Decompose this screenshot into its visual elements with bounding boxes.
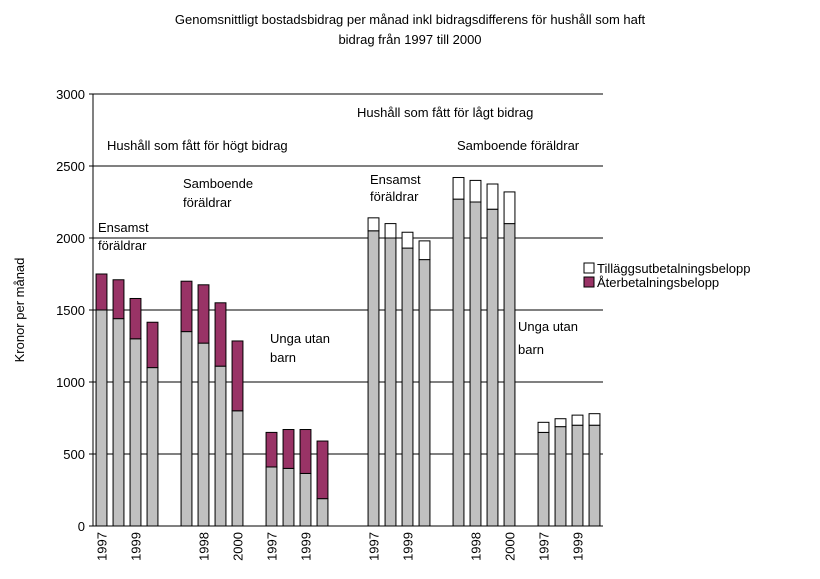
bar — [367, 217, 380, 232]
bar — [95, 309, 108, 527]
y-tick-label: 2500 — [56, 159, 85, 174]
bar — [452, 177, 465, 200]
bar — [401, 247, 414, 527]
bar — [452, 198, 465, 527]
bar — [214, 302, 227, 367]
annotation: Samboende föräldrar — [457, 138, 580, 153]
bar — [554, 426, 567, 527]
bar — [469, 179, 482, 203]
bar — [503, 191, 516, 225]
bar — [231, 340, 244, 412]
bar — [316, 498, 329, 527]
bar — [282, 429, 295, 469]
annotation: föräldrar — [98, 238, 147, 253]
legend-swatch — [583, 262, 595, 274]
annotation: Unga utan — [270, 331, 330, 346]
bar — [418, 240, 431, 261]
bar — [588, 424, 601, 527]
bar — [554, 418, 567, 428]
bar — [282, 467, 295, 527]
y-tick-label: 500 — [63, 447, 85, 462]
bar — [401, 231, 414, 249]
bar — [486, 208, 499, 527]
x-tick-label: 1997 — [265, 532, 280, 561]
bar — [384, 237, 397, 527]
annotation: barn — [518, 342, 544, 357]
bar — [146, 321, 159, 369]
bar — [112, 318, 125, 527]
bar — [571, 414, 584, 426]
y-tick-label: 1500 — [56, 303, 85, 318]
annotation: Ensamst — [98, 220, 149, 235]
bar — [537, 431, 550, 527]
legend-label: Tilläggsutbetalningsbelopp — [597, 261, 750, 276]
bar — [180, 331, 193, 527]
legend-swatch — [583, 276, 595, 288]
bar — [129, 338, 142, 527]
x-tick-label: 2000 — [231, 532, 246, 561]
y-axis-label: Kronor per månad — [12, 258, 27, 363]
annotation: föräldrar — [370, 189, 419, 204]
x-tick-label: 1999 — [401, 532, 416, 561]
annotation: barn — [270, 350, 296, 365]
annotation: Ensamst — [370, 172, 421, 187]
bar — [265, 466, 278, 527]
x-tick-label: 1997 — [95, 532, 110, 561]
y-tick-label: 2000 — [56, 231, 85, 246]
y-tick-label: 0 — [78, 519, 85, 534]
y-tick-label: 3000 — [56, 87, 85, 102]
chart-title: Genomsnittligt bostadsbidrag per månad i… — [175, 12, 646, 27]
bar — [316, 440, 329, 500]
bar — [299, 472, 312, 527]
bar — [214, 365, 227, 527]
bar — [418, 259, 431, 527]
bar — [384, 223, 397, 239]
legend-label: Återbetalningsbelopp — [597, 275, 719, 290]
bar — [571, 424, 584, 527]
annotation: Unga utan — [518, 319, 578, 334]
annotation: Hushåll som fått för lågt bidrag — [357, 105, 533, 120]
bar — [588, 413, 601, 426]
x-tick-label: 1998 — [469, 532, 484, 561]
bar — [180, 280, 193, 333]
bar — [537, 421, 550, 433]
bar — [112, 279, 125, 320]
x-tick-label: 1997 — [537, 532, 552, 561]
bar — [265, 431, 278, 468]
bar — [486, 183, 499, 210]
x-tick-label: 2000 — [503, 532, 518, 561]
chart-title: bidrag från 1997 till 2000 — [338, 32, 481, 47]
bar — [469, 201, 482, 527]
annotation: Samboende — [183, 176, 253, 191]
x-tick-label: 1998 — [197, 532, 212, 561]
bar — [129, 297, 142, 340]
bar — [95, 273, 108, 311]
bar — [231, 410, 244, 527]
x-tick-label: 1999 — [299, 532, 314, 561]
bar — [299, 429, 312, 474]
bar — [146, 367, 159, 527]
annotation: föräldrar — [183, 195, 232, 210]
bar — [197, 342, 210, 527]
annotation: Hushåll som fått för högt bidrag — [107, 138, 288, 153]
bar — [367, 230, 380, 527]
y-tick-label: 1000 — [56, 375, 85, 390]
x-tick-label: 1999 — [129, 532, 144, 561]
bar — [197, 284, 210, 344]
x-tick-label: 1999 — [571, 532, 586, 561]
bar — [503, 223, 516, 527]
x-tick-label: 1997 — [367, 532, 382, 561]
